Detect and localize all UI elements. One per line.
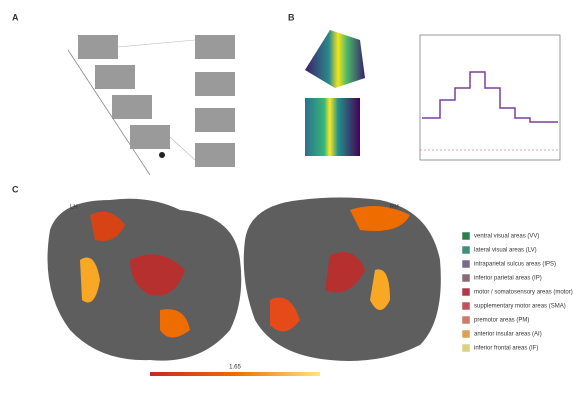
legend-swatch (461, 315, 471, 325)
hemisphere-label: RH (390, 205, 399, 211)
panel-label: A (12, 12, 19, 22)
task-sequence (67, 35, 235, 176)
panel-label: C (12, 184, 19, 194)
legend-swatch (461, 259, 471, 269)
legend-swatch (461, 231, 471, 241)
colorbar (150, 372, 320, 376)
legend-label: supplementary motor areas (SMA) (474, 304, 566, 310)
fit-plot (419, 34, 561, 161)
legend-label: intraparietal sulcus areas (IPS) (474, 262, 556, 268)
model-illustration (305, 30, 365, 156)
legend: ventral visual areas (VV) lateral visual … (461, 231, 573, 353)
panel-label: B (288, 12, 295, 22)
legend-swatch (461, 329, 471, 339)
colorbar-label: 1.65 (229, 365, 241, 371)
legend-label: inferior parietal areas (IP) (474, 276, 542, 282)
legend-swatch (461, 287, 471, 297)
legend-swatch (461, 343, 471, 353)
legend-label: inferior frontal areas (IF) (474, 346, 538, 352)
legend-swatch (461, 245, 471, 255)
legend-swatch (461, 301, 471, 311)
legend-label: premotor areas (PM) (474, 318, 529, 324)
legend-label: ventral visual areas (VV) (474, 234, 539, 240)
legend-label: lateral visual areas (LV) (474, 248, 537, 254)
brain-flatmaps (47, 197, 441, 361)
hemisphere-label: LH (70, 205, 78, 211)
legend-label: motor / somatosensory areas (motor) (474, 290, 573, 296)
legend-swatch (461, 273, 471, 283)
legend-label: anterior insular areas (AI) (474, 332, 542, 338)
